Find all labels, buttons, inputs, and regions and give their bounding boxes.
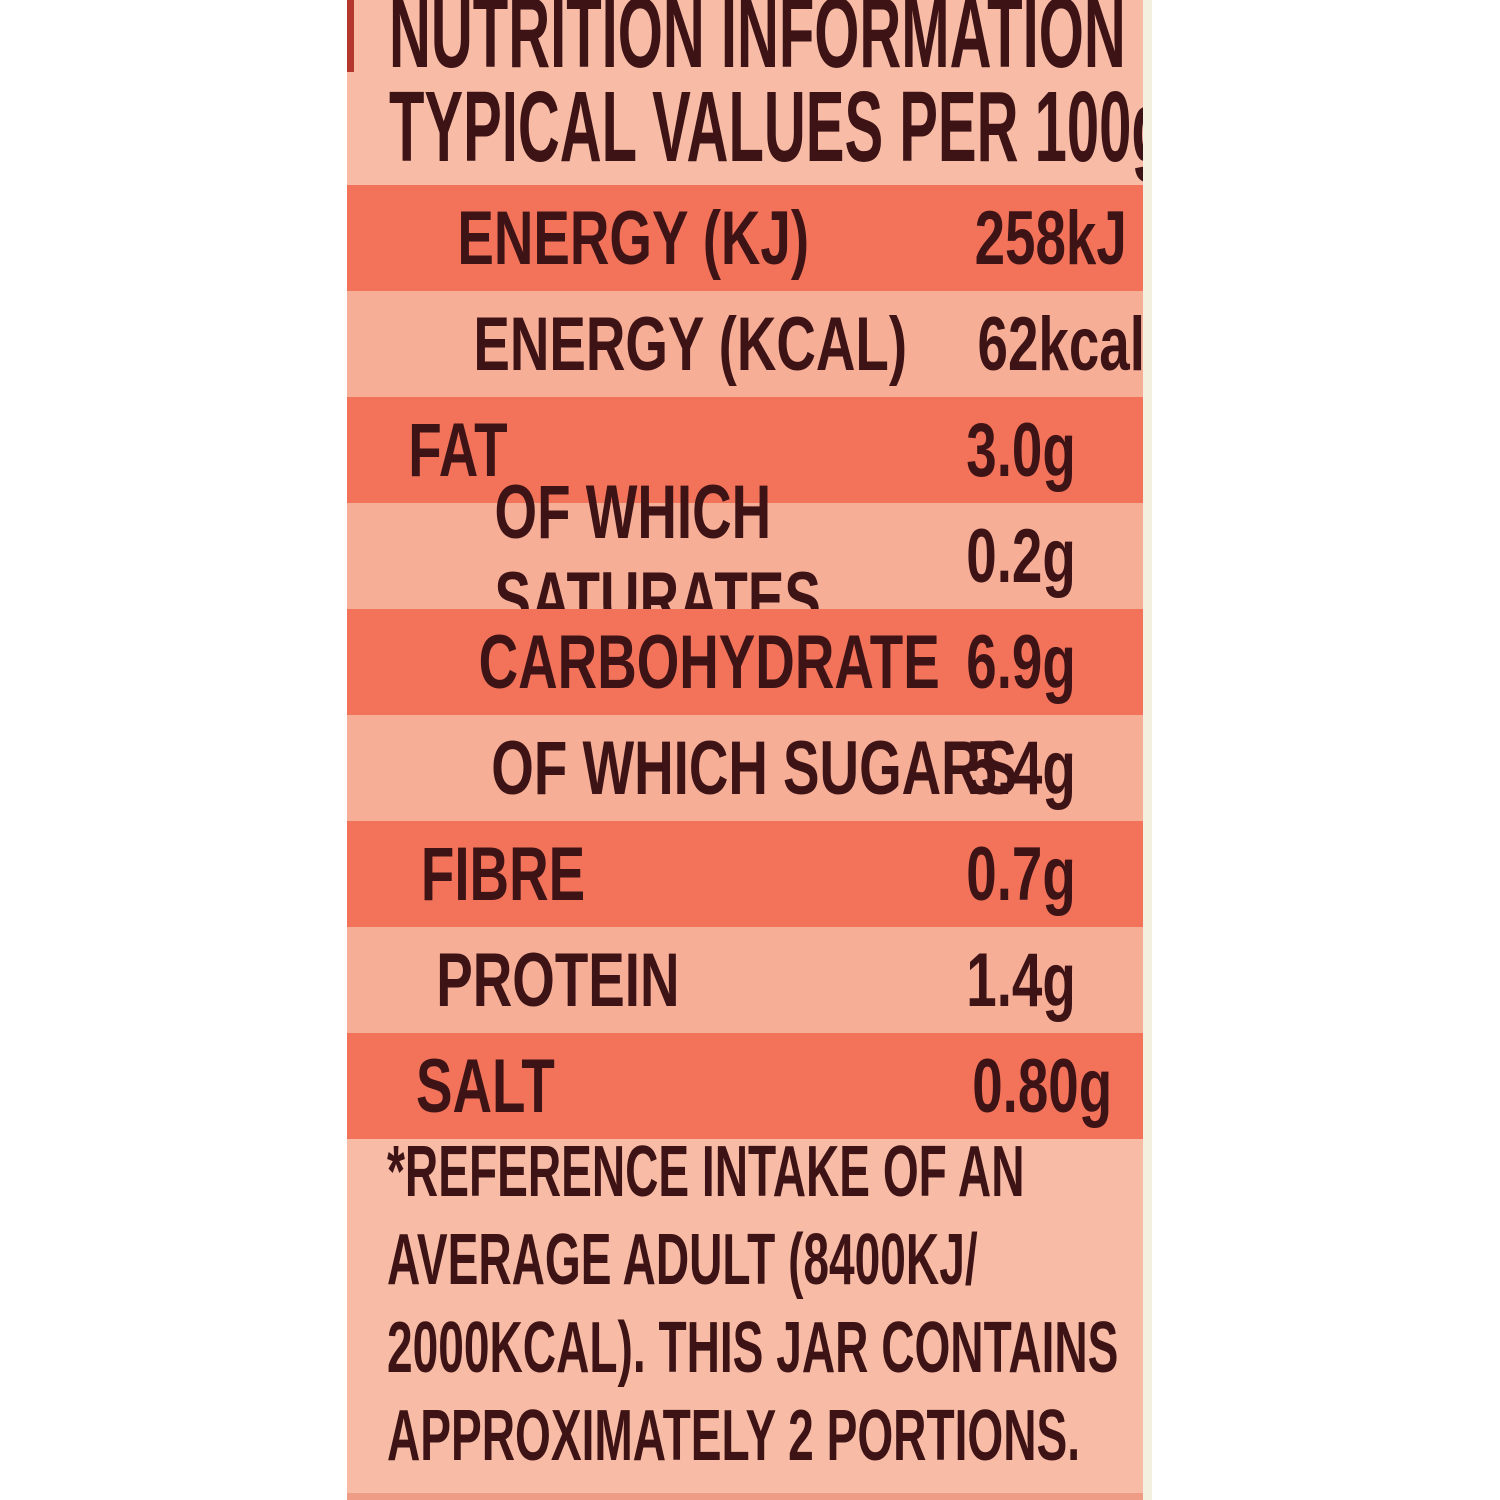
- nutrient-name: PROTEIN: [436, 937, 680, 1023]
- nutrition-row-energy-kj: ENERGY (KJ) 258kJ: [347, 185, 1143, 291]
- nutrition-table: ENERGY (KJ) 258kJ ENERGY (KCAL) 62kcal F…: [347, 185, 1143, 1139]
- nutrition-row-salt: SALT 0.80g: [347, 1033, 1143, 1139]
- nutrient-name: SALT: [415, 1043, 555, 1129]
- nutrient-value: 258kJ: [974, 195, 1127, 281]
- nutrient-value: 62kcal: [977, 301, 1143, 387]
- nutrition-row-protein: PROTEIN 1.4g: [347, 927, 1143, 1033]
- nutrient-name: FIBRE: [420, 831, 586, 917]
- nutrient-value: 5.4g: [966, 725, 1076, 811]
- nutrient-name: OF WHICH SUGARS: [491, 725, 1018, 811]
- nutrition-row-energy-kcal: ENERGY (KCAL) 62kcal: [347, 291, 1143, 397]
- nutrition-label: NUTRITION INFORMATION TYPICAL VALUES PER…: [347, 0, 1143, 1500]
- reference-intake-note: *REFERENCE INTAKE OF AN AVERAGE ADULT (8…: [387, 1128, 1143, 1480]
- footnote-line-2: AVERAGE ADULT (8400KJ/: [387, 1220, 978, 1300]
- header-line-2: TYPICAL VALUES PER 100g: [389, 71, 1143, 183]
- nutrient-value: 1.4g: [966, 937, 1076, 1023]
- label-bottom-edge: [347, 1493, 1143, 1500]
- nutrition-row-saturates: OF WHICH SATURATES 0.2g: [347, 470, 1143, 642]
- nutrient-value: 6.9g: [966, 619, 1076, 705]
- nutrition-header: NUTRITION INFORMATION TYPICAL VALUES PER…: [389, 0, 1143, 183]
- footnote-line-4: APPROXIMATELY 2 PORTIONS.: [387, 1396, 1081, 1476]
- nutrient-name: ENERGY (KJ): [457, 195, 810, 281]
- label-right-edge-strip: [1143, 0, 1152, 1500]
- nutrient-name: FAT: [408, 407, 508, 493]
- nutrient-value: 0.2g: [966, 513, 1076, 599]
- footnote-line-3: 2000KCAL). THIS JAR CONTAINS: [387, 1308, 1119, 1388]
- footnote-line-1: *REFERENCE INTAKE OF AN: [387, 1132, 1025, 1212]
- label-corner-mark: [347, 0, 354, 72]
- nutrition-row-fibre: FIBRE 0.7g: [347, 821, 1143, 927]
- nutrient-value: 3.0g: [966, 407, 1076, 493]
- nutrient-name: CARBOHYDRATE: [478, 619, 940, 705]
- nutrient-value: 0.7g: [966, 831, 1076, 917]
- nutrient-value: 0.80g: [972, 1043, 1113, 1129]
- nutrition-row-sugars: OF WHICH SUGARS 5.4g: [347, 715, 1143, 821]
- nutrient-name: ENERGY (KCAL): [473, 301, 908, 387]
- nutrition-row-fat: FAT 3.0g: [347, 397, 1143, 503]
- header-line-1: NUTRITION INFORMATION: [389, 0, 1126, 89]
- nutrition-row-carbohydrate: CARBOHYDRATE 6.9g: [347, 609, 1143, 715]
